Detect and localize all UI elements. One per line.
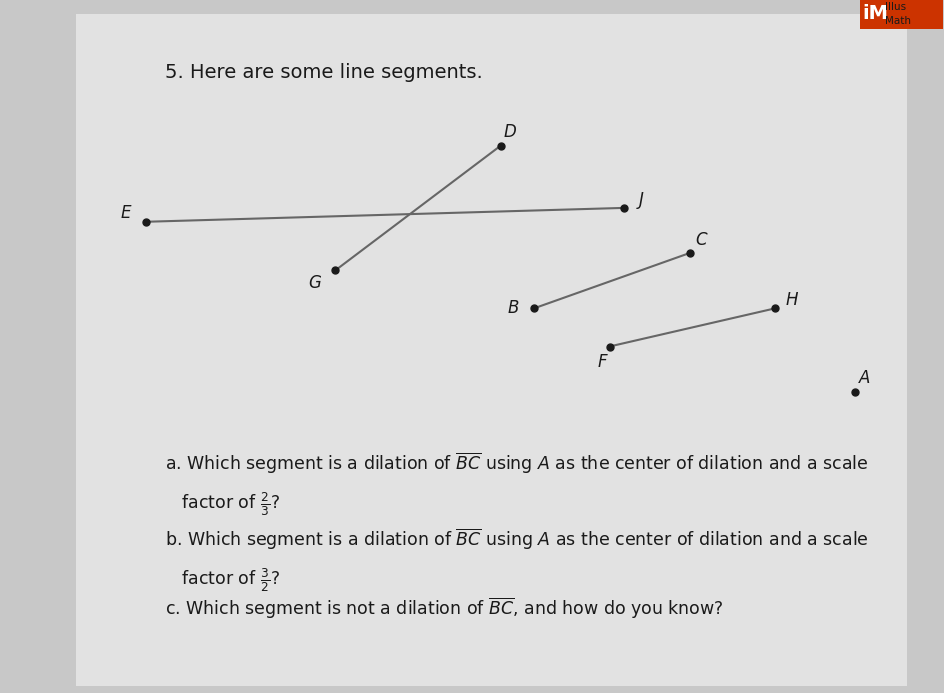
Text: B: B bbox=[507, 299, 518, 317]
Text: D: D bbox=[503, 123, 516, 141]
Text: Illus: Illus bbox=[885, 2, 905, 12]
Text: E: E bbox=[120, 204, 131, 222]
Text: factor of $\frac{3}{2}$?: factor of $\frac{3}{2}$? bbox=[165, 567, 280, 595]
Text: H: H bbox=[784, 291, 798, 309]
Text: iM: iM bbox=[862, 4, 888, 24]
Text: a. Which segment is a dilation of $\overline{BC}$ using $A$ as the center of dil: a. Which segment is a dilation of $\over… bbox=[165, 450, 868, 476]
Text: G: G bbox=[308, 274, 321, 292]
Text: b. Which segment is a dilation of $\overline{BC}$ using $A$ as the center of dil: b. Which segment is a dilation of $\over… bbox=[165, 527, 868, 552]
Text: A: A bbox=[858, 369, 869, 387]
FancyBboxPatch shape bbox=[76, 14, 906, 686]
Text: c. Which segment is not a dilation of $\overline{BC}$, and how do you know?: c. Which segment is not a dilation of $\… bbox=[165, 596, 723, 622]
Text: C: C bbox=[695, 231, 706, 249]
Text: factor of $\frac{2}{3}$?: factor of $\frac{2}{3}$? bbox=[165, 491, 280, 518]
Text: 5. Here are some line segments.: 5. Here are some line segments. bbox=[165, 63, 482, 82]
Text: J: J bbox=[637, 191, 643, 209]
Text: F: F bbox=[597, 353, 606, 371]
FancyBboxPatch shape bbox=[859, 0, 942, 29]
Text: Math: Math bbox=[885, 16, 911, 26]
